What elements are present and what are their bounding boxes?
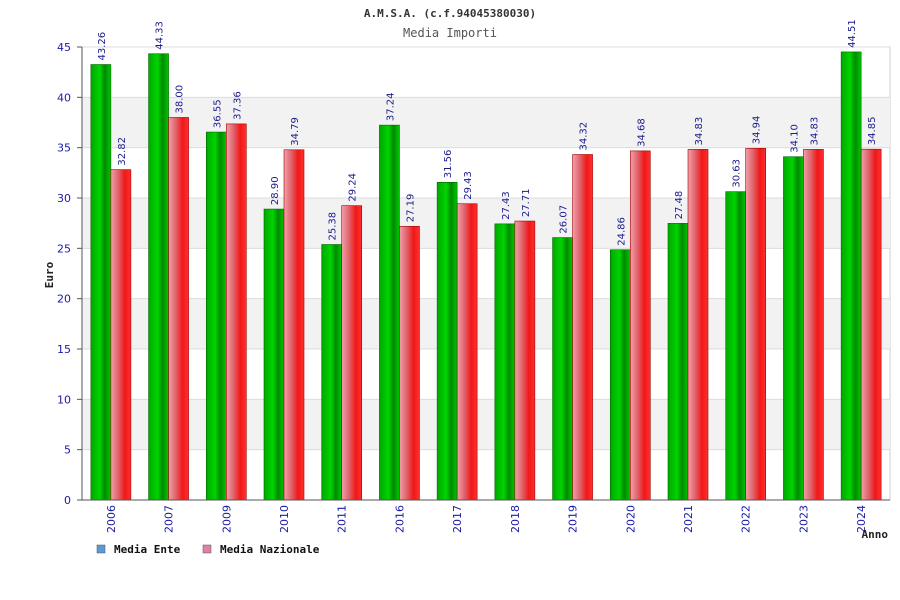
bar-media-ente [494, 223, 516, 501]
value-labels: 43.26 32.82 44.33 38.00 36.55 37.36 28.90 34.79… [97, 19, 878, 245]
y-tick-label: 45 [57, 41, 71, 54]
bar-media-nazionale [399, 225, 420, 501]
value-label-media-ente: 34.10 [789, 124, 800, 153]
value-label-media-nazionale: 34.83 [694, 117, 705, 146]
value-label-media-nazionale: 29.43 [463, 171, 474, 200]
grid-band [82, 399, 890, 450]
value-label-media-nazionale: 32.82 [117, 137, 128, 166]
bar-media-nazionale [629, 150, 651, 501]
chart-subtitle: Media Importi [403, 26, 497, 40]
value-label-media-nazionale: 34.32 [579, 122, 590, 151]
legend-label-media-nazionale: Media Nazionale [220, 543, 320, 556]
value-label-media-nazionale: 29.24 [348, 173, 359, 202]
bar-media-ente [552, 237, 573, 501]
plot-background [81, 46, 891, 501]
grid-band [82, 97, 890, 148]
value-label-media-nazionale: 27.71 [521, 188, 532, 217]
value-label-media-nazionale: 27.19 [405, 194, 416, 223]
x-tick-label: 2020 [624, 505, 637, 533]
x-tick-label: 2024 [855, 505, 868, 533]
bar-media-ente [90, 64, 112, 501]
value-label-media-nazionale: 34.68 [636, 118, 647, 147]
y-tick-label: 30 [57, 192, 71, 205]
grid-band [82, 198, 890, 249]
legend: Media Ente Media Nazionale [96, 543, 320, 556]
bar-media-ente [263, 208, 285, 501]
chart-title: A.M.S.A. (c.f.94045380030) [364, 7, 536, 20]
bar-media-nazionale [572, 154, 593, 501]
bar-media-nazionale [283, 149, 305, 501]
bar-media-ente [609, 249, 631, 501]
y-tick-label: 35 [57, 142, 71, 155]
y-tick-label: 40 [57, 91, 71, 104]
y-tick-label: 10 [57, 393, 71, 406]
bar-media-ente [148, 53, 169, 501]
bar-media-nazionale [110, 169, 132, 501]
value-label-media-ente: 26.07 [559, 205, 570, 234]
x-tick-label: 2019 [567, 505, 580, 533]
y-tick-label: 20 [57, 293, 71, 306]
y-tick-label: 15 [57, 343, 71, 356]
value-label-media-ente: 31.56 [443, 150, 454, 179]
bar-media-ente [436, 181, 458, 501]
legend-label-media-ente: Media Ente [114, 543, 181, 556]
bar-media-ente [379, 124, 400, 501]
bar-media-nazionale [687, 149, 709, 501]
value-label-media-ente: 27.48 [674, 191, 685, 220]
y-axis-label: Euro [43, 261, 56, 288]
bar-media-ente [667, 223, 689, 501]
value-label-media-nazionale: 37.36 [232, 91, 243, 120]
y-tick-label: 25 [57, 242, 71, 255]
value-label-media-nazionale: 34.94 [752, 116, 763, 145]
legend-swatch-media-ente [96, 544, 106, 554]
bar-media-ente [840, 51, 862, 501]
x-tick-label: 2018 [509, 505, 522, 533]
value-label-media-ente: 25.38 [328, 212, 339, 241]
value-label-media-ente: 30.63 [732, 159, 743, 188]
bars [90, 51, 882, 501]
value-label-media-nazionale: 34.79 [290, 117, 301, 146]
value-label-media-ente: 24.86 [616, 217, 627, 246]
x-tick-label: 2010 [278, 505, 291, 533]
x-tick-label: 2023 [797, 505, 810, 533]
y-tick-label: 0 [64, 494, 71, 507]
x-tick-label: 2009 [220, 505, 233, 533]
bar-media-ente [205, 131, 227, 501]
bar-media-nazionale [745, 147, 767, 501]
bar-media-ente [725, 191, 747, 501]
x-tick-label: 2006 [105, 505, 118, 533]
value-label-media-nazionale: 34.83 [809, 117, 820, 146]
bar-media-nazionale [456, 203, 478, 501]
value-label-media-ente: 37.24 [385, 92, 396, 121]
bar-media-nazionale [803, 149, 824, 501]
x-axis-ticks: 2006 2007 2009 2010 2011 2016 2017 2018 2019 2020… [82, 499, 890, 533]
grid-band [82, 298, 890, 349]
value-label-media-nazionale: 38.00 [175, 85, 186, 114]
bar-media-ente [321, 244, 343, 501]
bar-media-nazionale [168, 117, 189, 501]
value-label-media-ente: 44.33 [155, 21, 166, 50]
x-tick-label: 2017 [451, 505, 464, 533]
value-label-media-nazionale: 34.85 [867, 117, 878, 146]
value-label-media-ente: 28.90 [270, 176, 281, 205]
value-label-media-ente: 27.43 [501, 191, 512, 220]
x-tick-label: 2021 [682, 505, 695, 533]
x-tick-label: 2007 [163, 505, 176, 533]
bar-media-ente [783, 156, 804, 501]
bar-media-nazionale [514, 220, 536, 501]
bar-media-nazionale [341, 205, 363, 501]
bar-media-nazionale [860, 148, 882, 501]
x-tick-label: 2011 [336, 505, 349, 533]
bar-media-nazionale [225, 123, 247, 501]
value-label-media-ente: 36.55 [212, 99, 223, 128]
value-label-media-ente: 44.51 [847, 19, 858, 48]
x-tick-label: 2022 [740, 505, 753, 533]
legend-swatch-media-nazionale [202, 544, 212, 554]
value-label-media-ente: 43.26 [97, 32, 108, 61]
y-axis-ticks: 0 5 10 15 20 25 30 35 40 45 [57, 41, 83, 507]
x-axis-label: Anno [862, 528, 889, 541]
x-tick-label: 2016 [393, 505, 406, 533]
y-tick-label: 5 [64, 444, 71, 457]
